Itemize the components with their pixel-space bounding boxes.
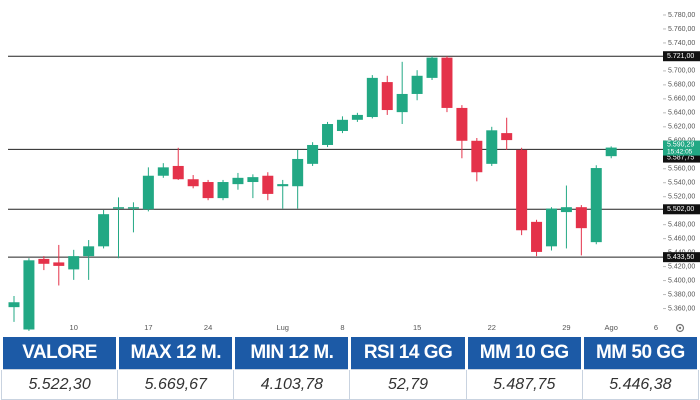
value-cell: 4.103,78 [233, 369, 351, 400]
candle-body [292, 158, 304, 187]
header-cell: VALORE [0, 337, 120, 370]
candle-body [486, 130, 498, 164]
x-tick-label: 8 [340, 323, 344, 332]
y-tick-label: 5.560,00 [668, 166, 695, 173]
y-tick-label: 5.640,00 [668, 110, 695, 117]
y-tick-label: 5.740,00 [668, 40, 695, 47]
candle-body [53, 262, 65, 266]
candle-body [127, 207, 139, 209]
candle-body [23, 260, 35, 330]
candle-body [247, 177, 259, 183]
y-tick-label: 5.780,00 [668, 12, 695, 19]
header-cell: MIN 12 M. [232, 337, 352, 370]
value-cell: 5.446,38 [581, 369, 700, 400]
candle-body [575, 207, 587, 229]
candle-body [262, 175, 274, 194]
candle-body [217, 182, 229, 199]
gear-center [678, 326, 682, 330]
y-tick-label: 5.700,00 [668, 68, 695, 75]
candle-body [336, 119, 348, 132]
countdown: 15:42:05 [667, 148, 693, 155]
y-tick-label: 5.620,00 [668, 124, 695, 131]
price-label: 5.590,29 [667, 141, 694, 148]
candle-body [545, 208, 557, 247]
candle-body [501, 133, 513, 141]
x-tick-label: 29 [562, 323, 570, 332]
value-cell: 5.522,30 [0, 369, 119, 400]
candle-body [396, 93, 408, 113]
candle-body [605, 147, 617, 157]
x-tick-label: 10 [70, 323, 78, 332]
settings-icon[interactable] [675, 323, 685, 333]
value-cell: 5.487,75 [465, 369, 583, 400]
level-label: 5.433,50 [667, 254, 694, 261]
level-label-box [663, 252, 700, 263]
candle-body [232, 177, 244, 185]
candle-body [366, 77, 378, 118]
candle-body [98, 214, 110, 247]
candle-body [172, 165, 184, 180]
value-cell: 52,79 [349, 369, 467, 400]
candle-body [441, 57, 453, 108]
x-tick-label: Ago [605, 323, 618, 332]
stats-table: VALORE MAX 12 M. MIN 12 M. RSI 14 GG MM 10 G… [0, 337, 700, 400]
candle-body [531, 221, 543, 252]
candle-body [471, 140, 483, 173]
candle-body [187, 179, 199, 187]
x-tick-label: 24 [204, 323, 212, 332]
level-label: 5.502,00 [667, 206, 694, 213]
y-tick-label: 5.760,00 [668, 26, 695, 33]
candle-body [426, 57, 438, 78]
level-label-box [663, 204, 700, 215]
candle-body [411, 75, 423, 94]
y-tick-label: 5.400,00 [668, 277, 695, 284]
header-cell: MAX 12 M. [116, 337, 236, 370]
candle-body [277, 184, 289, 187]
candle-body [307, 144, 319, 164]
level-label: 5.587,75 [667, 154, 694, 161]
candle-body [38, 258, 50, 264]
y-tick-label: 5.480,00 [668, 222, 695, 229]
level-label-box [663, 51, 700, 62]
y-tick-label: 5.520,00 [668, 194, 695, 201]
header-cell: MM 10 GG [464, 337, 584, 370]
candle-body [8, 302, 20, 308]
candle-body [83, 246, 95, 257]
candle-body [456, 107, 468, 141]
y-tick-label: 5.660,00 [668, 96, 695, 103]
y-tick-label: 5.540,00 [668, 180, 695, 187]
level-label-box [663, 152, 700, 163]
candle-body [590, 168, 602, 243]
y-tick-label: 5.380,00 [668, 291, 695, 298]
candle-body [516, 149, 528, 231]
x-tick-label: 22 [488, 323, 496, 332]
x-tick-label: Lug [276, 323, 289, 332]
gear [675, 323, 685, 333]
candle-body [142, 175, 154, 210]
value-cell: 5.669,67 [117, 369, 235, 400]
y-tick-label: 5.360,00 [668, 305, 695, 312]
candle-body [113, 207, 125, 209]
level-label: 5.721,00 [667, 53, 694, 60]
price-box [663, 140, 700, 156]
y-tick-label: 5.680,00 [668, 82, 695, 89]
header-row: VALORE MAX 12 M. MIN 12 M. RSI 14 GG MM 10 G… [0, 337, 700, 370]
header-cell: RSI 14 GG [348, 337, 468, 370]
x-tick-label: 17 [144, 323, 152, 332]
candle-body [381, 82, 393, 111]
header-cell: MM 50 GG [580, 337, 700, 370]
candle-body [322, 124, 334, 145]
candle-body [68, 256, 80, 270]
candle-body [351, 114, 363, 120]
x-tick-label: 15 [413, 323, 421, 332]
chart: 5.780,00 5.760,00 5.740,00 5.700,00 5.680,00… [8, 12, 700, 333]
candle-body [202, 182, 214, 199]
y-tick-label: 5.420,00 [668, 263, 695, 270]
y-tick-label: 5.460,00 [668, 235, 695, 242]
x-tick-label: 6 [654, 323, 658, 332]
value-row: 5.522,30 5.669,67 4.103,78 52,79 5.487,75 5.4… [0, 369, 700, 400]
candle-body [560, 207, 572, 213]
candle-body [157, 167, 169, 176]
